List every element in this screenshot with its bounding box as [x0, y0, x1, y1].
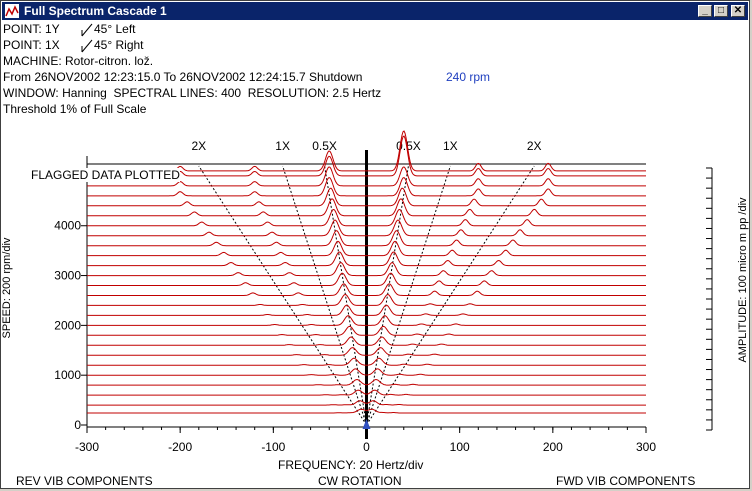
spectrum-trace	[87, 166, 646, 187]
spectrum-trace	[87, 130, 646, 172]
rpm-readout: 240 rpm	[446, 70, 491, 84]
spectrum-trace	[87, 187, 646, 207]
spectrum-trace	[87, 389, 646, 396]
x-tick-label: 200	[543, 440, 563, 454]
spectrum-trace	[87, 408, 646, 414]
spectrum-trace	[87, 198, 646, 217]
x-tick-label: 100	[450, 440, 470, 454]
close-button[interactable]: ✕	[731, 5, 745, 17]
spectrum-trace	[87, 315, 646, 326]
time-range: From 26NOV2002 12:23:15.0 To 26NOV2002 1…	[3, 70, 363, 84]
amplitude-axis-title: AMPLITUDE: 100 micro m pp /div	[737, 197, 749, 363]
spectrum-trace	[87, 208, 646, 227]
machine-name: MACHINE: Rotor-citron. lož.	[3, 54, 154, 68]
spectrum-trace	[87, 368, 646, 376]
point1-angle: 45° Left	[94, 22, 136, 36]
x-tick-label: -200	[168, 440, 192, 454]
x-tick-label: -100	[261, 440, 285, 454]
window-title: Full Spectrum Cascade 1	[24, 4, 167, 18]
fwd-components-label: FWD VIB COMPONENTS	[556, 474, 696, 488]
spectrum-trace	[87, 177, 646, 197]
title-bar[interactable]: Full Spectrum Cascade 1 _ □ ✕	[2, 2, 748, 20]
x-tick-label: 300	[636, 440, 656, 454]
spectrum-trace	[87, 378, 646, 386]
spectrum-trace	[87, 293, 646, 306]
rotation-label: CW ROTATION	[318, 474, 402, 488]
spectrum-trace	[87, 347, 646, 356]
order-line	[198, 165, 367, 426]
spectrum-trace	[87, 230, 646, 247]
x-tick-label: -300	[75, 440, 99, 454]
spectrum-trace	[87, 251, 646, 267]
flag-text: FLAGGED DATA PLOTTED	[31, 168, 180, 182]
spectrum-trace	[87, 262, 646, 277]
y-tick-label: 0	[74, 418, 81, 432]
app-icon	[5, 4, 19, 18]
minimize-button[interactable]: _	[698, 5, 712, 17]
spectrum-trace	[87, 135, 646, 177]
order-label: 0.5X	[396, 139, 421, 153]
maximize-button[interactable]: □	[714, 5, 728, 17]
order-label: 0.5X	[312, 139, 337, 153]
window-settings: WINDOW: Hanning SPECTRAL LINES: 400 RESO…	[3, 86, 382, 100]
angle-icon	[81, 23, 93, 53]
x-tick-label: 0	[363, 440, 370, 454]
point2-label: POINT: 1X	[3, 38, 60, 52]
order-label: 1X	[275, 139, 290, 153]
spectrum-trace	[87, 400, 646, 406]
point1-label: POINT: 1Y	[3, 22, 60, 36]
spectrum-trace	[87, 240, 646, 257]
y-tick-label: 2000	[54, 318, 81, 332]
spectrum-trace	[87, 304, 646, 316]
threshold-text: Threshold 1% of Full Scale	[3, 102, 147, 116]
spectrum-trace	[87, 336, 646, 346]
order-label: 2X	[527, 139, 542, 153]
spectrum-trace	[87, 283, 646, 296]
rev-components-label: REV VIB COMPONENTS	[16, 474, 153, 488]
x-axis-title: FREQUENCY: 20 Hertz/div	[278, 458, 424, 472]
y-tick-label: 3000	[54, 269, 81, 283]
y-axis-title: SPEED: 200 rpm/div	[1, 237, 13, 339]
order-line	[366, 165, 535, 426]
order-label: 2X	[191, 139, 206, 153]
y-tick-label: 4000	[54, 219, 81, 233]
spectrum-trace	[87, 219, 646, 237]
order-label: 1X	[443, 139, 458, 153]
point2-angle: 45° Right	[94, 38, 144, 52]
y-tick-label: 1000	[54, 368, 81, 382]
origin-marker	[362, 419, 371, 429]
spectrum-trace	[87, 272, 646, 286]
spectrum-trace	[87, 325, 646, 336]
spectrum-trace	[87, 357, 646, 366]
